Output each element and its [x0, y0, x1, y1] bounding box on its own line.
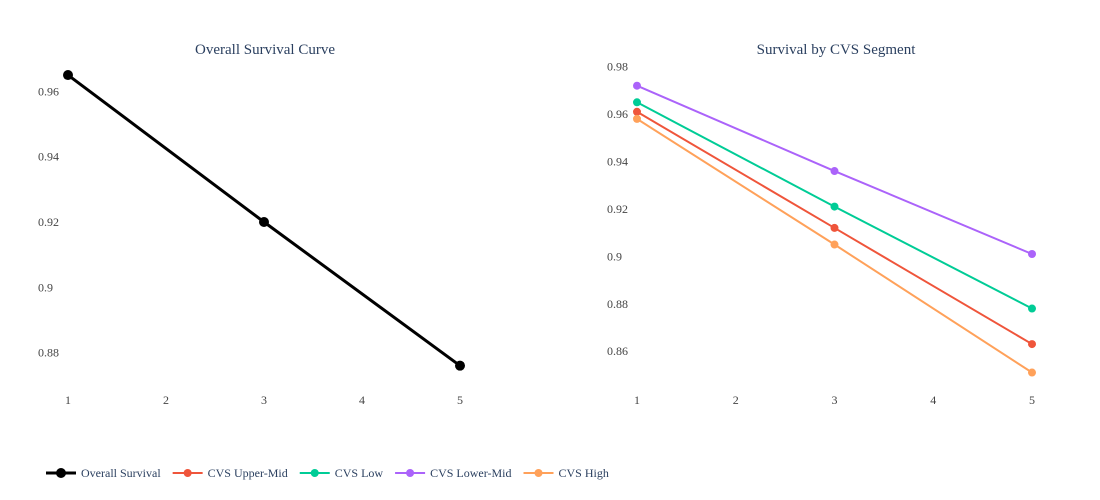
- cvs-segment-panel: Survival by CVS Segment 0.86 0.88 0.9 0.92 0.…: [607, 42, 1036, 407]
- x-tick-label: 3: [261, 393, 267, 407]
- data-point: [63, 70, 73, 81]
- y-tick-label: 0.92: [38, 215, 59, 229]
- x-tick-label: 5: [1029, 393, 1035, 407]
- legend-label: CVS Low: [335, 466, 384, 480]
- legend-item[interactable]: Overall Survival: [46, 466, 161, 480]
- y-tick-label: 0.88: [38, 346, 59, 360]
- data-point: [1028, 340, 1036, 349]
- legend-swatch-marker: [534, 469, 543, 477]
- legend-swatch-marker: [310, 469, 319, 477]
- legend-swatch-marker: [406, 469, 415, 477]
- chart-title: Survival by CVS Segment: [757, 42, 917, 58]
- y-tick-label: 0.9: [607, 249, 622, 263]
- legend-label: CVS High: [559, 466, 609, 480]
- chart-title: Overall Survival Curve: [195, 42, 335, 58]
- x-tick-label: 1: [65, 393, 71, 407]
- legend-item[interactable]: CVS High: [523, 466, 609, 480]
- y-tick-label: 0.98: [607, 60, 628, 74]
- x-tick-label: 5: [457, 393, 463, 407]
- data-point: [830, 240, 839, 249]
- legend-label: CVS Upper-Mid: [208, 466, 288, 480]
- data-point: [830, 223, 839, 232]
- y-tick-label: 0.86: [607, 344, 628, 358]
- x-tick-label: 3: [832, 393, 838, 407]
- overall-survival-panel: Overall Survival Curve 0.88 0.9 0.92 0.94 0.9…: [38, 42, 465, 407]
- data-point: [455, 360, 465, 371]
- data-point: [1028, 368, 1036, 377]
- y-tick-label: 0.94: [38, 150, 59, 164]
- data-point: [259, 217, 269, 227]
- data-point: [830, 167, 839, 176]
- data-point: [633, 107, 641, 116]
- y-tick-label: 0.96: [607, 107, 628, 121]
- legend-label: Overall Survival: [81, 466, 161, 480]
- x-tick-label: 1: [634, 393, 640, 407]
- legend-item[interactable]: CVS Low: [299, 466, 384, 480]
- y-tick-label: 0.9: [38, 280, 53, 294]
- data-point: [633, 98, 641, 107]
- data-point: [830, 202, 839, 211]
- legend-item[interactable]: CVS Upper-Mid: [172, 466, 288, 480]
- y-tick-label: 0.88: [607, 297, 628, 311]
- data-point: [633, 81, 641, 90]
- legend-label: CVS Lower-Mid: [430, 466, 511, 480]
- x-tick-label: 2: [733, 393, 739, 407]
- y-tick-label: 0.94: [607, 155, 628, 169]
- data-point: [1028, 304, 1036, 313]
- legend-swatch-marker: [56, 468, 66, 478]
- legend-swatch-marker: [183, 469, 192, 477]
- data-point: [633, 114, 641, 123]
- x-tick-label: 2: [163, 393, 169, 407]
- x-tick-label: 4: [930, 393, 936, 407]
- x-tick-label: 4: [359, 393, 365, 407]
- legend: Overall Survival CVS Upper-Mid CVS Low CVS …: [46, 466, 609, 480]
- legend-item[interactable]: CVS Lower-Mid: [395, 466, 512, 480]
- y-tick-label: 0.92: [607, 202, 628, 216]
- y-tick-label: 0.96: [38, 84, 59, 98]
- data-point: [1028, 250, 1036, 258]
